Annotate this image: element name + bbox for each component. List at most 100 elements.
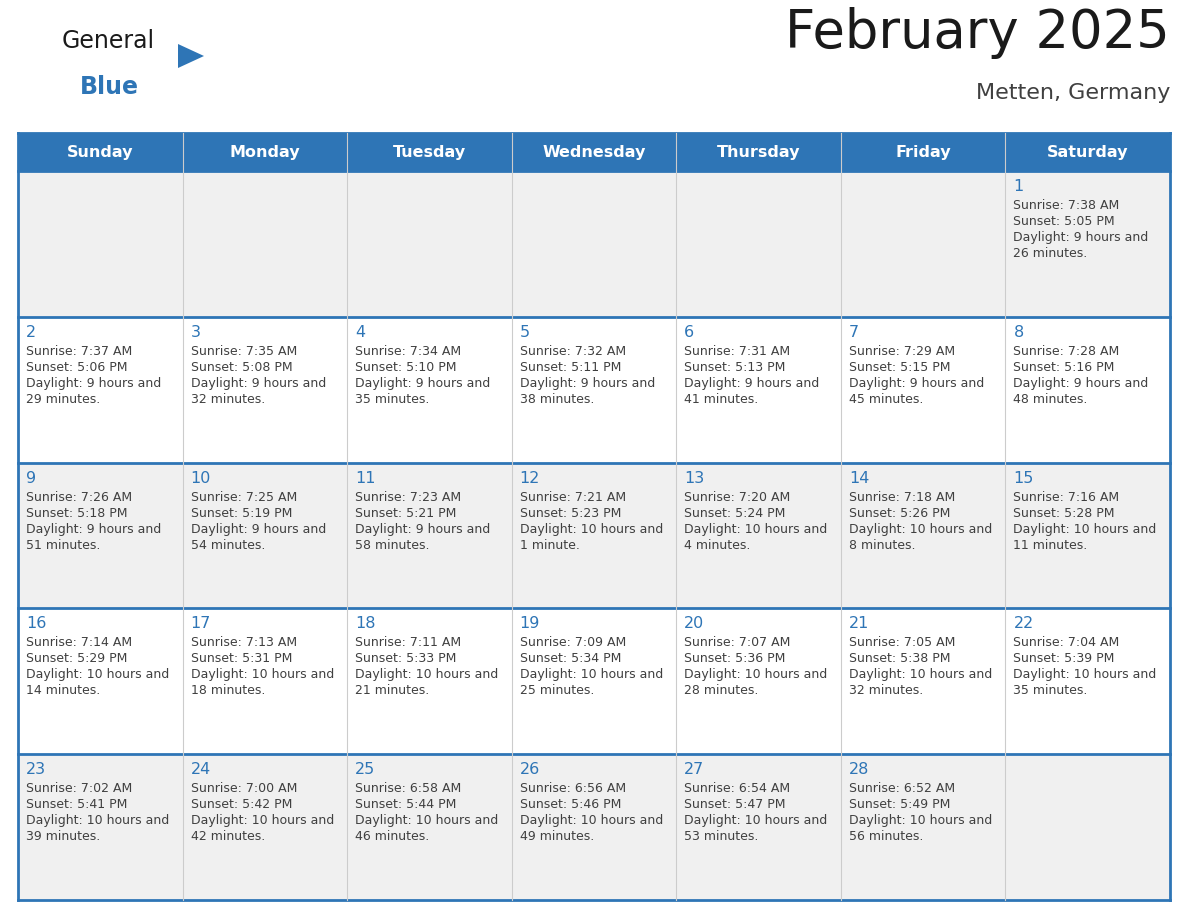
Text: Sunset: 5:36 PM: Sunset: 5:36 PM [684,653,785,666]
Text: Sunday: Sunday [67,144,133,160]
Text: Daylight: 9 hours and: Daylight: 9 hours and [26,376,162,390]
Text: 13: 13 [684,471,704,486]
Text: 4 minutes.: 4 minutes. [684,539,751,552]
Text: Friday: Friday [896,144,950,160]
Text: 45 minutes.: 45 minutes. [849,393,923,406]
Text: Sunrise: 7:37 AM: Sunrise: 7:37 AM [26,345,132,358]
Text: 32 minutes.: 32 minutes. [849,685,923,698]
Text: 22: 22 [1013,616,1034,632]
Text: 5: 5 [519,325,530,340]
Text: Sunset: 5:46 PM: Sunset: 5:46 PM [519,798,621,812]
Text: 53 minutes.: 53 minutes. [684,830,759,844]
Bar [18,317,1170,463]
Text: 1: 1 [1013,179,1024,194]
Text: 29 minutes.: 29 minutes. [26,393,100,406]
Text: Sunset: 5:29 PM: Sunset: 5:29 PM [26,653,127,666]
Text: Sunset: 5:47 PM: Sunset: 5:47 PM [684,798,785,812]
Text: February 2025: February 2025 [785,7,1170,59]
Text: Sunrise: 7:25 AM: Sunrise: 7:25 AM [190,490,297,504]
Text: Sunrise: 7:28 AM: Sunrise: 7:28 AM [1013,345,1119,358]
Text: 49 minutes.: 49 minutes. [519,830,594,844]
Text: Daylight: 10 hours and: Daylight: 10 hours and [519,668,663,681]
Text: Thursday: Thursday [716,144,801,160]
Text: Daylight: 10 hours and: Daylight: 10 hours and [684,814,828,827]
Text: Sunset: 5:34 PM: Sunset: 5:34 PM [519,653,621,666]
Text: 35 minutes.: 35 minutes. [355,393,430,406]
Text: Sunrise: 7:20 AM: Sunrise: 7:20 AM [684,490,790,504]
Text: Sunrise: 7:23 AM: Sunrise: 7:23 AM [355,490,461,504]
Text: Daylight: 9 hours and: Daylight: 9 hours and [190,376,326,390]
Text: Sunrise: 7:13 AM: Sunrise: 7:13 AM [190,636,297,649]
Text: 38 minutes.: 38 minutes. [519,393,594,406]
Text: Sunset: 5:06 PM: Sunset: 5:06 PM [26,361,127,374]
Text: Sunrise: 7:26 AM: Sunrise: 7:26 AM [26,490,132,504]
Text: Daylight: 9 hours and: Daylight: 9 hours and [684,376,820,390]
Text: Sunset: 5:24 PM: Sunset: 5:24 PM [684,507,785,520]
Text: Daylight: 10 hours and: Daylight: 10 hours and [1013,522,1157,535]
Text: Daylight: 10 hours and: Daylight: 10 hours and [849,814,992,827]
Text: Daylight: 10 hours and: Daylight: 10 hours and [684,668,828,681]
Text: Daylight: 10 hours and: Daylight: 10 hours and [684,522,828,535]
Text: Sunrise: 6:56 AM: Sunrise: 6:56 AM [519,782,626,795]
Text: Sunrise: 7:35 AM: Sunrise: 7:35 AM [190,345,297,358]
Text: 24: 24 [190,762,210,778]
Text: Sunrise: 6:58 AM: Sunrise: 6:58 AM [355,782,461,795]
Text: 41 minutes.: 41 minutes. [684,393,758,406]
Text: 25 minutes.: 25 minutes. [519,685,594,698]
Text: Sunset: 5:18 PM: Sunset: 5:18 PM [26,507,127,520]
Text: Sunrise: 7:31 AM: Sunrise: 7:31 AM [684,345,790,358]
Text: Sunrise: 7:34 AM: Sunrise: 7:34 AM [355,345,461,358]
Text: Daylight: 9 hours and: Daylight: 9 hours and [190,522,326,535]
Text: 51 minutes.: 51 minutes. [26,539,100,552]
Text: Sunset: 5:41 PM: Sunset: 5:41 PM [26,798,127,812]
Text: Daylight: 10 hours and: Daylight: 10 hours and [26,814,169,827]
Text: 42 minutes.: 42 minutes. [190,830,265,844]
Text: Sunset: 5:11 PM: Sunset: 5:11 PM [519,361,621,374]
Bar [18,171,1170,317]
Text: Sunset: 5:05 PM: Sunset: 5:05 PM [1013,215,1116,228]
Text: Sunrise: 7:05 AM: Sunrise: 7:05 AM [849,636,955,649]
Text: 56 minutes.: 56 minutes. [849,830,923,844]
Text: Daylight: 10 hours and: Daylight: 10 hours and [355,668,499,681]
Text: 14 minutes.: 14 minutes. [26,685,100,698]
Text: Sunrise: 6:52 AM: Sunrise: 6:52 AM [849,782,955,795]
Text: Sunrise: 7:02 AM: Sunrise: 7:02 AM [26,782,132,795]
Text: Daylight: 9 hours and: Daylight: 9 hours and [355,376,491,390]
Text: Monday: Monday [229,144,301,160]
Text: 20: 20 [684,616,704,632]
Text: 21: 21 [849,616,870,632]
Text: Daylight: 9 hours and: Daylight: 9 hours and [519,376,655,390]
Text: 32 minutes.: 32 minutes. [190,393,265,406]
Text: 9: 9 [26,471,36,486]
Text: 39 minutes.: 39 minutes. [26,830,100,844]
Text: 25: 25 [355,762,375,778]
Text: Tuesday: Tuesday [393,144,466,160]
Text: Blue: Blue [80,75,139,99]
Text: 8 minutes.: 8 minutes. [849,539,916,552]
Text: Sunset: 5:44 PM: Sunset: 5:44 PM [355,798,456,812]
Text: 11: 11 [355,471,375,486]
Text: Daylight: 10 hours and: Daylight: 10 hours and [849,522,992,535]
Text: 2: 2 [26,325,36,340]
Text: 11 minutes.: 11 minutes. [1013,539,1088,552]
Text: 12: 12 [519,471,541,486]
Text: Daylight: 9 hours and: Daylight: 9 hours and [26,522,162,535]
Text: Sunrise: 7:32 AM: Sunrise: 7:32 AM [519,345,626,358]
Text: 18 minutes.: 18 minutes. [190,685,265,698]
Text: 48 minutes.: 48 minutes. [1013,393,1088,406]
Text: Sunset: 5:10 PM: Sunset: 5:10 PM [355,361,456,374]
Text: Sunset: 5:28 PM: Sunset: 5:28 PM [1013,507,1114,520]
Text: Sunrise: 7:16 AM: Sunrise: 7:16 AM [1013,490,1119,504]
Text: 54 minutes.: 54 minutes. [190,539,265,552]
Text: Sunset: 5:21 PM: Sunset: 5:21 PM [355,507,456,520]
Text: 7: 7 [849,325,859,340]
Polygon shape [178,44,204,68]
Text: Sunset: 5:39 PM: Sunset: 5:39 PM [1013,653,1114,666]
Text: 26 minutes.: 26 minutes. [1013,247,1088,260]
Text: Daylight: 10 hours and: Daylight: 10 hours and [519,522,663,535]
Text: Sunset: 5:08 PM: Sunset: 5:08 PM [190,361,292,374]
Text: Metten, Germany: Metten, Germany [975,83,1170,103]
Text: Sunrise: 7:09 AM: Sunrise: 7:09 AM [519,636,626,649]
Text: Daylight: 10 hours and: Daylight: 10 hours and [26,668,169,681]
Text: 17: 17 [190,616,211,632]
